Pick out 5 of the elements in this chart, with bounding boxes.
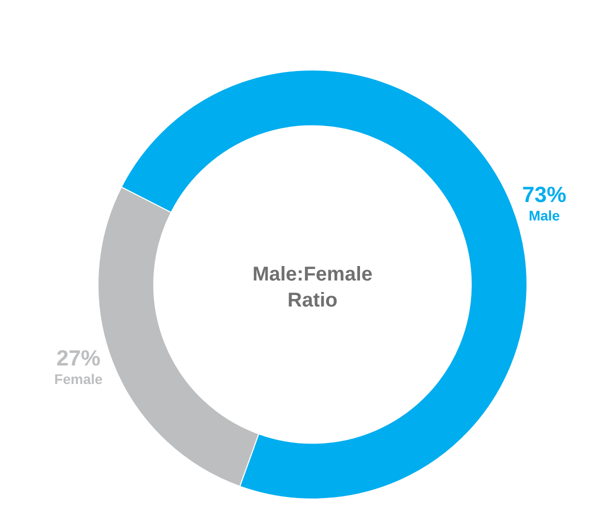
slice-label: Female bbox=[54, 370, 103, 387]
text: Male:Female Ratio bbox=[252, 264, 373, 312]
data-label: 27% bbox=[56, 346, 100, 371]
slice-label: Male bbox=[528, 207, 560, 224]
data-label: 73% bbox=[522, 182, 566, 208]
